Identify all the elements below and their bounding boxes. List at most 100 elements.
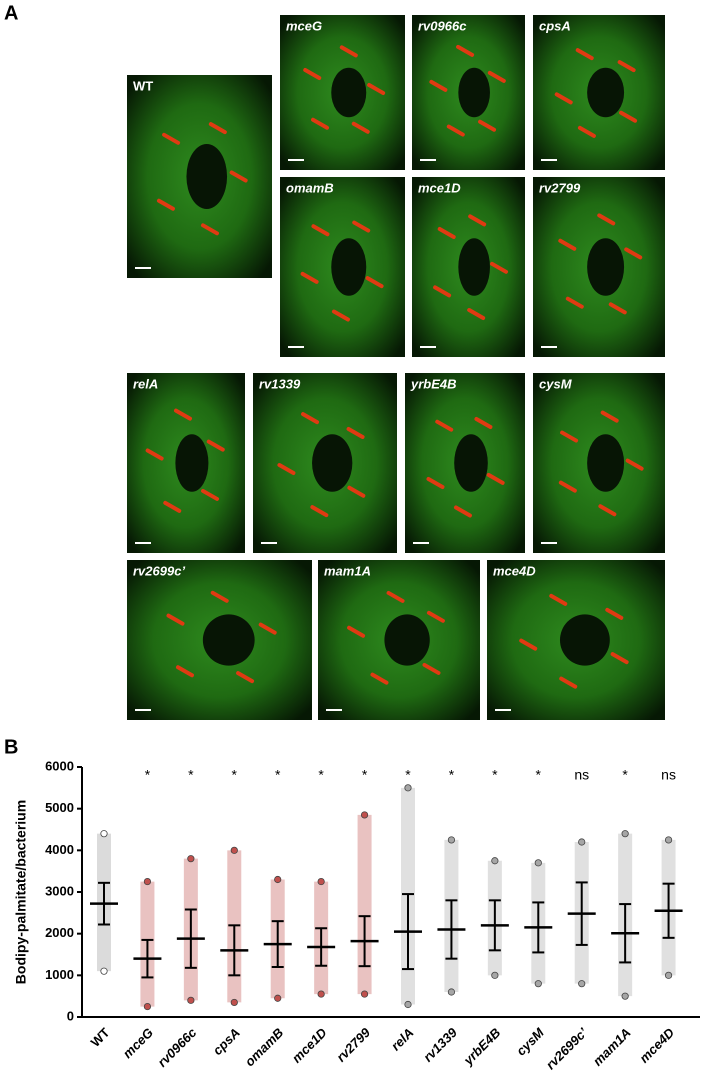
x-tick-label: yrbE4B: [460, 1025, 504, 1069]
data-point: [143, 1002, 152, 1011]
bacterium: [166, 613, 185, 626]
significance-label: *: [362, 767, 368, 783]
x-tick-label: rv0966c: [155, 1024, 200, 1069]
image-label: rv2799: [539, 180, 581, 195]
image-label: mceG: [286, 18, 322, 33]
bacterium: [210, 590, 229, 603]
bacterium: [156, 198, 175, 211]
y-axis-label: Bodipy-palmitate/bacterium: [13, 800, 29, 984]
x-tick-label: rv1339: [420, 1024, 460, 1064]
nucleus: [312, 434, 353, 492]
bacterium: [352, 220, 371, 233]
x-tick-label: cysM: [513, 1024, 547, 1058]
y-tick-label: 5000: [45, 800, 74, 815]
significance-label: *: [318, 767, 324, 783]
data-point: [317, 990, 325, 998]
bacterium: [422, 662, 441, 675]
data-point: [100, 830, 108, 838]
bacterium: [433, 285, 452, 298]
bacterium: [456, 44, 475, 57]
data-point: [578, 838, 586, 846]
image-label: mam1A: [324, 563, 371, 578]
bacterium: [598, 504, 617, 517]
data-point: [274, 994, 282, 1002]
nucleus: [458, 238, 490, 296]
bacterium: [597, 213, 616, 226]
significance-label: *: [449, 767, 455, 783]
data-point: [404, 784, 412, 792]
data-point: [230, 846, 238, 854]
x-tick-label: mam1A: [590, 1025, 634, 1069]
bacterium: [610, 652, 629, 665]
image-label: yrbE4B: [410, 376, 457, 391]
bacterium: [365, 276, 384, 289]
bacterium: [435, 419, 454, 432]
bacterium: [426, 610, 445, 623]
significance-label: *: [492, 767, 498, 783]
bacterium: [311, 117, 330, 130]
bacterium: [277, 463, 296, 476]
bacterium: [386, 590, 405, 603]
significance-label: *: [275, 767, 281, 783]
data-point: [621, 830, 629, 838]
bacterium: [300, 271, 319, 284]
bacterium: [347, 485, 366, 498]
nucleus: [587, 238, 625, 296]
data-point: [317, 877, 325, 886]
bacterium: [467, 308, 486, 321]
bacterium: [600, 410, 619, 423]
nucleus: [331, 67, 367, 118]
bacterium: [175, 665, 194, 678]
nucleus: [175, 434, 209, 492]
bacterium: [426, 477, 445, 490]
bacterium: [229, 170, 248, 183]
data-point: [230, 998, 238, 1007]
bacterium: [468, 214, 487, 227]
bacterium: [453, 505, 472, 518]
data-point: [534, 859, 542, 867]
bacterium: [339, 45, 358, 58]
bacterium: [208, 122, 227, 135]
bacterium: [558, 480, 577, 493]
image-label: cysM: [539, 376, 573, 391]
x-tick-label: WT: [88, 1025, 113, 1050]
bacterium: [173, 408, 192, 421]
significance-label: *: [232, 767, 238, 783]
nucleus: [559, 614, 610, 666]
bacterium: [490, 261, 509, 274]
bacterium: [346, 426, 365, 439]
bacterium: [446, 124, 465, 137]
bacterium: [201, 488, 220, 501]
bacterium: [301, 412, 320, 425]
bacterium: [474, 417, 493, 430]
data-point: [360, 990, 369, 998]
bacterium: [575, 48, 594, 61]
significance-label: ns: [661, 767, 676, 783]
nucleus: [186, 144, 228, 209]
bacterium: [558, 238, 577, 251]
significance-label: *: [405, 767, 411, 783]
y-tick-label: 2000: [45, 925, 74, 940]
bacterium: [310, 505, 329, 518]
bacterium: [303, 67, 322, 80]
y-tick-label: 4000: [45, 842, 74, 857]
data-point: [491, 971, 499, 979]
image-label: cpsA: [539, 18, 571, 33]
data-point: [578, 980, 586, 988]
data-point: [447, 988, 456, 996]
bacterium: [487, 70, 506, 83]
image-label: omamB: [286, 180, 334, 195]
nucleus: [454, 434, 488, 492]
nucleus: [587, 67, 625, 118]
bacterium: [624, 247, 643, 260]
x-tick-label: cpsA: [210, 1025, 243, 1058]
data-point: [664, 836, 673, 844]
data-point: [621, 992, 629, 1000]
data-point: [491, 857, 499, 865]
bacterium: [351, 121, 370, 134]
data-point: [664, 971, 673, 979]
image-label: relA: [133, 376, 158, 391]
image-label: rv1339: [259, 376, 301, 391]
data-point: [447, 836, 456, 844]
significance-label: *: [536, 767, 542, 783]
